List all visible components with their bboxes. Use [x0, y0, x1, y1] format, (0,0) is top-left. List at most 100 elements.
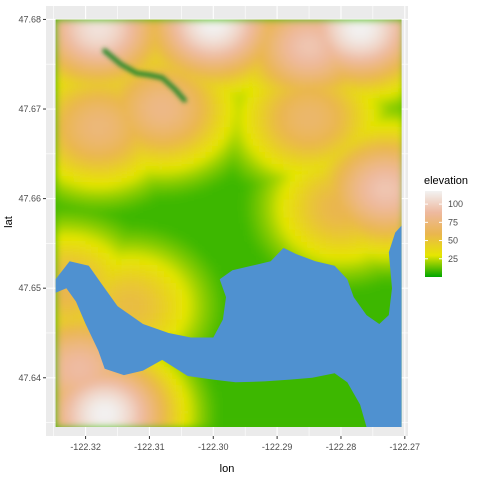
elevation-cell — [271, 157, 279, 165]
elevation-cell — [199, 43, 207, 51]
elevation-cell — [205, 91, 213, 99]
elevation-cell — [133, 391, 141, 399]
elevation-cell — [193, 379, 201, 387]
elevation-cell — [397, 19, 402, 27]
elevation-cell — [343, 421, 351, 428]
elevation-cell — [103, 67, 111, 75]
elevation-cell — [319, 391, 327, 399]
elevation-cell — [127, 175, 135, 183]
elevation-cell — [247, 49, 255, 57]
elevation-cell — [85, 115, 93, 123]
elevation-cell — [61, 343, 69, 351]
elevation-cell — [133, 199, 141, 207]
elevation-cell — [115, 85, 123, 93]
elevation-cell — [73, 163, 81, 171]
elevation-cell — [235, 55, 243, 63]
elevation-cell — [367, 31, 375, 39]
elevation-cell — [61, 199, 69, 207]
elevation-cell — [55, 61, 63, 69]
elevation-cell — [385, 73, 393, 81]
elevation-cell — [319, 85, 327, 93]
elevation-cell — [91, 127, 99, 135]
elevation-cell — [247, 403, 255, 411]
elevation-cell — [355, 175, 363, 183]
elevation-cell — [121, 115, 129, 123]
elevation-cell — [241, 163, 249, 171]
elevation-cell — [163, 313, 171, 321]
elevation-cell — [79, 361, 87, 369]
elevation-cell — [217, 121, 225, 129]
elevation-cell — [349, 55, 357, 63]
elevation-cell — [109, 145, 117, 153]
elevation-cell — [361, 79, 369, 87]
elevation-cell — [223, 223, 231, 231]
elevation-cell — [343, 37, 351, 45]
elevation-cell — [163, 379, 171, 387]
elevation-cell — [283, 385, 291, 393]
elevation-cell — [169, 37, 177, 45]
elevation-cell — [343, 85, 351, 93]
elevation-cell — [223, 85, 231, 93]
elevation-cell — [115, 151, 123, 159]
elevation-cell — [181, 205, 189, 213]
elevation-cell — [253, 121, 261, 129]
elevation-cell — [109, 229, 117, 237]
elevation-cell — [115, 397, 123, 405]
elevation-cell — [307, 139, 315, 147]
elevation-cell — [301, 379, 309, 387]
elevation-cell — [151, 301, 159, 309]
elevation-cell — [331, 49, 339, 57]
elevation-cell — [355, 121, 363, 129]
elevation-cell — [91, 85, 99, 93]
elevation-cell — [379, 259, 387, 267]
elevation-cell — [151, 103, 159, 111]
elevation-cell — [277, 193, 285, 201]
elevation-cell — [73, 97, 81, 105]
elevation-cell — [193, 253, 201, 261]
elevation-cell — [313, 235, 321, 243]
elevation-cell — [307, 121, 315, 129]
elevation-cell — [343, 169, 351, 177]
elevation-cell — [307, 109, 315, 117]
elevation-cell — [229, 127, 237, 135]
elevation-cell — [325, 385, 333, 393]
elevation-cell — [169, 283, 177, 291]
elevation-cell — [325, 241, 333, 249]
elevation-cell — [283, 397, 291, 405]
elevation-cell — [283, 421, 291, 428]
elevation-cell — [337, 235, 345, 243]
elevation-cell — [235, 163, 243, 171]
elevation-cell — [325, 37, 333, 45]
elevation-cell — [169, 397, 177, 405]
elevation-cell — [313, 397, 321, 405]
elevation-cell — [139, 373, 147, 381]
elevation-cell — [211, 145, 219, 153]
elevation-cell — [55, 367, 63, 375]
elevation-cell — [103, 391, 111, 399]
elevation-cell — [319, 241, 327, 249]
elevation-cell — [67, 313, 75, 321]
elevation-cell — [355, 205, 363, 213]
elevation-cell — [121, 19, 129, 27]
elevation-cell — [151, 151, 159, 159]
elevation-cell — [247, 61, 255, 69]
elevation-cell — [217, 109, 225, 117]
elevation-cell — [79, 49, 87, 57]
elevation-cell — [343, 409, 351, 417]
elevation-cell — [181, 67, 189, 75]
elevation-cell — [361, 229, 369, 237]
elevation-cell — [247, 229, 255, 237]
elevation-cell — [133, 421, 141, 428]
elevation-cell — [211, 199, 219, 207]
elevation-cell — [373, 163, 381, 171]
elevation-cell — [295, 85, 303, 93]
elevation-cell — [169, 181, 177, 189]
elevation-cell — [319, 157, 327, 165]
elevation-cell — [151, 31, 159, 39]
elevation-cell — [85, 25, 93, 33]
elevation-cell — [319, 25, 327, 33]
elevation-cell — [247, 217, 255, 225]
elevation-cell — [67, 49, 75, 57]
elevation-cell — [115, 283, 123, 291]
elevation-cell — [331, 115, 339, 123]
